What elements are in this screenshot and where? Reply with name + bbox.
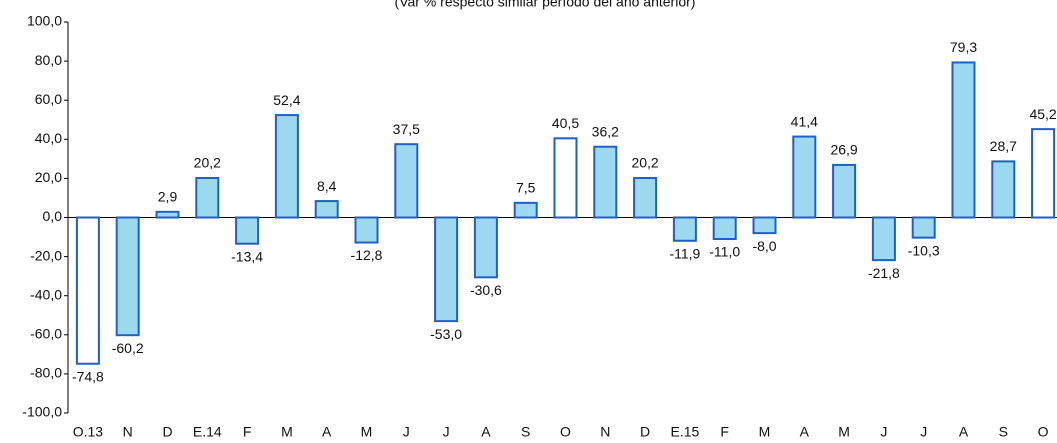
x-tick-label: D bbox=[162, 424, 172, 440]
x-tick-label: J bbox=[920, 424, 927, 440]
x-tick-label: J bbox=[880, 424, 887, 440]
y-tick-label: 80,0 bbox=[35, 52, 62, 68]
bar bbox=[832, 163, 857, 219]
value-label: 20,2 bbox=[631, 155, 658, 171]
bar bbox=[752, 216, 777, 235]
value-label: -74,8 bbox=[72, 368, 104, 384]
bar bbox=[672, 216, 697, 242]
bar bbox=[991, 160, 1016, 219]
bar bbox=[792, 135, 817, 219]
bar bbox=[633, 177, 658, 219]
bar bbox=[473, 216, 498, 279]
x-tick-label: N bbox=[600, 424, 610, 440]
y-tick-label: 20,0 bbox=[35, 169, 62, 185]
chart-subtitle: (Var % respecto similar período del año … bbox=[395, 0, 696, 10]
bar bbox=[115, 216, 140, 337]
value-label: 41,4 bbox=[791, 113, 818, 129]
value-label: -10,3 bbox=[908, 242, 940, 258]
value-label: 37,5 bbox=[393, 121, 420, 137]
bar bbox=[434, 216, 459, 323]
bar bbox=[712, 216, 737, 241]
bar bbox=[593, 145, 618, 219]
y-tick-label: -100,0 bbox=[22, 404, 62, 420]
value-label: 8,4 bbox=[317, 178, 337, 194]
value-label: 7,5 bbox=[516, 180, 536, 196]
value-label: -60,2 bbox=[112, 340, 144, 356]
x-tick-label: A bbox=[322, 424, 332, 440]
x-tick-label: D bbox=[640, 424, 650, 440]
x-tick-label: S bbox=[521, 424, 530, 440]
x-tick-label: M bbox=[838, 424, 850, 440]
value-label: -11,0 bbox=[709, 244, 740, 260]
value-label: 2,9 bbox=[158, 189, 178, 205]
y-tick-label: 0,0 bbox=[43, 208, 63, 224]
x-tick-label: F bbox=[243, 424, 252, 440]
x-tick-label: S bbox=[999, 424, 1008, 440]
bar bbox=[871, 216, 896, 262]
bar bbox=[513, 201, 538, 219]
value-label: 20,2 bbox=[194, 155, 221, 171]
y-tick-label: 100,0 bbox=[27, 13, 62, 29]
bar bbox=[314, 200, 339, 219]
bar bbox=[235, 216, 260, 245]
y-tick-label: 40,0 bbox=[35, 130, 62, 146]
x-tick-label: O bbox=[560, 424, 571, 440]
bar bbox=[195, 177, 220, 219]
x-tick-label: O bbox=[1038, 424, 1049, 440]
x-tick-label: M bbox=[759, 424, 771, 440]
bar bbox=[911, 216, 936, 239]
bar bbox=[553, 137, 578, 219]
x-tick-label: O.13 bbox=[73, 424, 104, 440]
y-tick-label: -40,0 bbox=[30, 286, 62, 302]
x-tick-label: A bbox=[481, 424, 491, 440]
bar bbox=[1031, 128, 1056, 219]
x-tick-label: J bbox=[403, 424, 410, 440]
y-tick-label: -20,0 bbox=[30, 247, 62, 263]
value-label: -21,8 bbox=[868, 265, 900, 281]
bar bbox=[354, 216, 379, 244]
x-tick-label: F bbox=[720, 424, 729, 440]
value-label: -13,4 bbox=[231, 248, 263, 264]
y-tick-label: -80,0 bbox=[30, 365, 62, 381]
x-tick-label: J bbox=[443, 424, 450, 440]
x-tick-label: E.15 bbox=[670, 424, 699, 440]
value-label: 40,5 bbox=[552, 115, 579, 131]
value-label: -8,0 bbox=[752, 238, 776, 254]
bar bbox=[951, 61, 976, 219]
bar bbox=[394, 143, 419, 219]
value-label: -53,0 bbox=[430, 326, 462, 342]
x-tick-label: M bbox=[281, 424, 293, 440]
value-label: -30,6 bbox=[470, 282, 502, 298]
value-label: 26,9 bbox=[830, 142, 857, 158]
x-tick-label: M bbox=[361, 424, 373, 440]
x-tick-label: A bbox=[800, 424, 810, 440]
value-label: 79,3 bbox=[950, 39, 977, 55]
bar bbox=[274, 114, 299, 219]
y-tick-label: -60,0 bbox=[30, 326, 62, 342]
value-label: 28,7 bbox=[990, 138, 1017, 154]
bar bbox=[155, 210, 180, 219]
x-tick-label: A bbox=[959, 424, 969, 440]
value-label: -12,8 bbox=[351, 247, 383, 263]
y-tick-label: 60,0 bbox=[35, 91, 62, 107]
x-tick-label: E.14 bbox=[193, 424, 222, 440]
value-label: 36,2 bbox=[592, 123, 619, 139]
bar bbox=[75, 216, 100, 365]
value-label: -11,9 bbox=[669, 245, 700, 261]
value-label: 45,2 bbox=[1029, 106, 1056, 122]
x-tick-label: N bbox=[123, 424, 133, 440]
value-label: 52,4 bbox=[273, 92, 300, 108]
